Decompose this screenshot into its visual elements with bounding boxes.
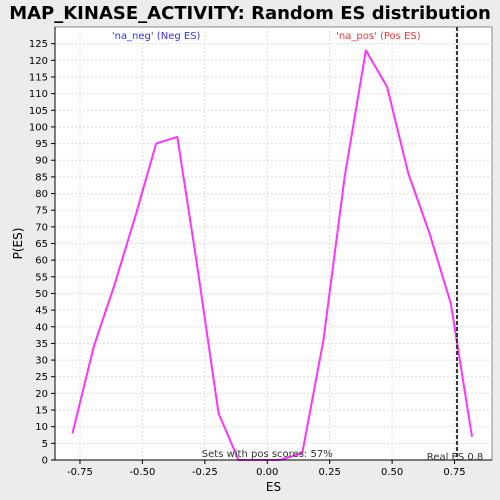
pos-es-label: 'na_pos' (Pos ES): [336, 31, 421, 42]
y-tick-label: 95: [35, 139, 48, 150]
y-tick-label: 70: [35, 222, 48, 233]
y-tick-label: 45: [35, 306, 48, 317]
y-tick-label: 40: [35, 322, 48, 333]
y-tick-label: 30: [35, 356, 48, 367]
y-tick-label: 110: [29, 89, 48, 100]
y-tick-label: 50: [35, 289, 48, 300]
y-tick-label: 5: [42, 439, 48, 450]
y-axis-label: P(ES): [11, 228, 25, 260]
x-tick-label: 0.00: [256, 467, 278, 478]
y-tick-label: 115: [29, 72, 48, 83]
real-es-label: Real ES 0.8: [427, 452, 483, 463]
y-tick-label: 125: [29, 39, 48, 50]
x-tick-label: -0.25: [192, 467, 218, 478]
y-tick-label: 35: [35, 339, 48, 350]
y-tick-label: 75: [35, 206, 48, 217]
y-tick-label: 0: [42, 456, 48, 467]
y-tick-label: 90: [35, 156, 48, 167]
x-tick-label: -0.50: [129, 467, 155, 478]
y-tick-label: 65: [35, 239, 48, 250]
axes: 0 5 10 15 20 25 30 35 40 45 50 55 60 65 70 75 80 85 90 95 10…: [29, 27, 492, 478]
y-tick-label: 20: [35, 389, 48, 400]
x-tick-label: -0.75: [67, 467, 93, 478]
x-tick-label: 0.25: [319, 467, 341, 478]
y-tick-label: 105: [29, 106, 48, 117]
y-tick-label: 25: [35, 372, 48, 383]
x-tick-label: 0.50: [381, 467, 403, 478]
y-tick-label: 55: [35, 272, 48, 283]
neg-es-label: 'na_neg' (Neg ES): [112, 31, 201, 42]
y-tick-label: 80: [35, 189, 48, 200]
pos-scores-label: Sets with pos scores: 57%: [202, 449, 333, 460]
x-axis-label: ES: [266, 480, 281, 494]
annotations: 'na_neg' (Neg ES) 'na_pos' (Pos ES) Sets…: [112, 31, 483, 463]
y-tick-label: 120: [29, 56, 48, 67]
y-tick-label: 85: [35, 172, 48, 183]
chart-title: MAP_KINASE_ACTIVITY: Random ES distribut…: [9, 3, 491, 24]
y-tick-label: 10: [35, 422, 48, 433]
y-tick-label: 60: [35, 256, 48, 267]
y-tick-label: 15: [35, 406, 48, 417]
grid: [55, 27, 492, 461]
y-tick-label: 100: [29, 122, 48, 133]
x-tick-label: 0.75: [443, 467, 465, 478]
